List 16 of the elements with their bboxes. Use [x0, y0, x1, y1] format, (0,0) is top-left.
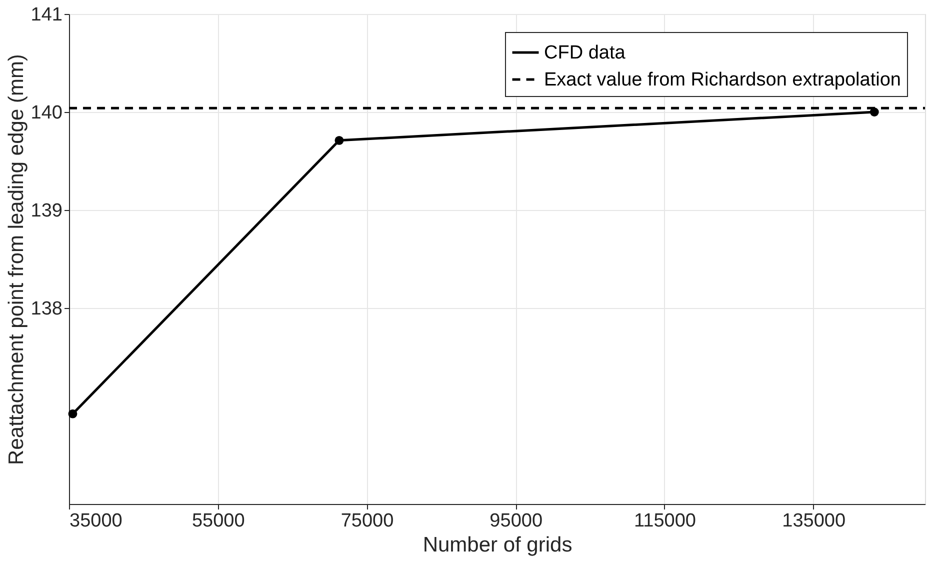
x-tick-label: 135000 [782, 510, 846, 532]
legend-label: CFD data [544, 42, 626, 64]
y-tick-label: 138 [30, 298, 62, 320]
x-tick-label: 115000 [634, 510, 696, 532]
x-axis-title: Number of grids [422, 534, 572, 556]
x-tick-label: 35000 [70, 510, 122, 532]
y-tick-label: 141 [30, 4, 62, 26]
x-tick-label: 75000 [340, 510, 394, 532]
legend-label: Exact value from Richardson extrapolation [544, 70, 901, 90]
y-axis-title: Reattachment point from leading edge (mm) [4, 54, 28, 465]
point [68, 409, 78, 418]
y-tick-label: 139 [30, 200, 62, 222]
x-tick-label: 55000 [192, 510, 245, 532]
point [334, 136, 344, 145]
y-tick-label: 140 [30, 102, 62, 124]
x-tick-label: 95000 [490, 510, 543, 532]
